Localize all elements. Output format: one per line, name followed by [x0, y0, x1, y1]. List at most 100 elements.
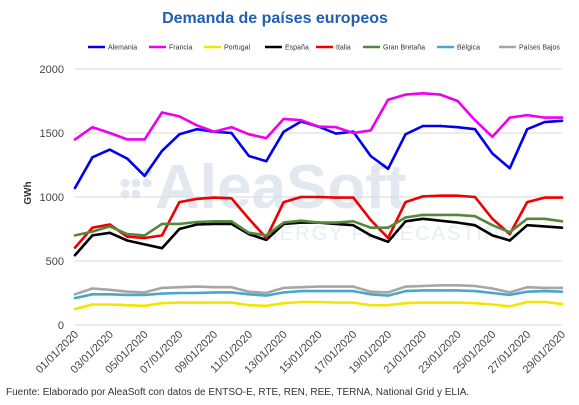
- data-point: [282, 130, 285, 133]
- data-point: [73, 138, 77, 141]
- data-point: [108, 223, 112, 226]
- data-point: [108, 293, 112, 296]
- legend-item: España: [265, 45, 309, 52]
- logo-dot: [131, 189, 141, 199]
- data-point: [334, 301, 338, 304]
- data-point: [456, 284, 459, 287]
- data-point: [299, 219, 303, 222]
- watermark-tagline: ENERGY FORECASTING: [248, 223, 518, 245]
- data-point: [439, 219, 442, 222]
- data-point: [160, 234, 164, 237]
- data-point: [473, 119, 477, 122]
- data-point: [265, 160, 268, 163]
- y-tick-label: 2000: [40, 64, 64, 76]
- data-point: [543, 120, 546, 124]
- data-point: [369, 218, 372, 222]
- data-point: [91, 287, 94, 290]
- data-point: [421, 92, 425, 95]
- data-point: [473, 215, 477, 218]
- data-point: [91, 293, 94, 296]
- legend-item: Gran Bretaña: [363, 45, 425, 52]
- data-point: [439, 124, 442, 128]
- data-point: [404, 220, 407, 223]
- data-point: [143, 138, 146, 141]
- data-point: [195, 124, 198, 127]
- data-point: [126, 239, 129, 242]
- legend-label: Países Bajos: [519, 45, 560, 52]
- data-point: [456, 99, 459, 103]
- data-point: [317, 300, 320, 304]
- data-point: [265, 234, 268, 237]
- data-point: [560, 226, 564, 229]
- legend-label: Alemania: [108, 45, 137, 52]
- y-axis: 0 500 1000 1500 2000: [40, 64, 64, 332]
- data-point: [334, 126, 338, 129]
- data-point: [386, 240, 390, 243]
- data-point: [73, 254, 77, 257]
- data-point: [404, 216, 407, 219]
- data-point: [508, 293, 511, 297]
- data-point: [386, 98, 390, 101]
- data-point: [526, 113, 529, 117]
- data-point: [126, 235, 129, 238]
- data-point: [334, 285, 338, 288]
- data-point: [265, 238, 268, 242]
- data-point: [526, 200, 529, 204]
- data-point: [230, 291, 233, 294]
- chart-title: Demanda de países europeos: [162, 10, 388, 27]
- data-point: [456, 126, 459, 129]
- data-point: [195, 285, 198, 288]
- data-point: [421, 217, 425, 220]
- y-tick-label: 0: [58, 320, 64, 332]
- data-point: [299, 300, 303, 304]
- series-francia: [73, 92, 564, 141]
- data-point: [195, 220, 198, 224]
- data-point: [91, 126, 94, 129]
- data-point: [126, 304, 129, 307]
- data-point: [126, 138, 129, 141]
- data-point: [108, 148, 112, 151]
- series-portugal: [73, 300, 564, 311]
- data-point: [526, 217, 529, 220]
- data-point: [247, 133, 251, 136]
- data-point: [473, 128, 477, 131]
- data-point: [73, 293, 77, 296]
- data-point: [230, 131, 233, 135]
- data-point: [369, 234, 372, 237]
- data-point: [212, 130, 216, 133]
- data-point: [160, 222, 164, 226]
- data-point: [473, 284, 477, 288]
- data-point: [91, 234, 94, 237]
- data-point: [386, 226, 390, 229]
- data-point: [491, 287, 494, 290]
- data-point: [143, 291, 146, 294]
- data-point: [334, 221, 338, 224]
- data-point: [160, 292, 164, 295]
- data-point: [160, 149, 164, 153]
- data-point: [526, 300, 529, 304]
- data-point: [212, 301, 216, 304]
- data-point: [439, 213, 442, 217]
- data-point: [265, 291, 268, 295]
- data-point: [317, 125, 320, 128]
- data-point: [386, 167, 390, 170]
- data-point: [334, 196, 338, 199]
- data-point: [560, 290, 564, 293]
- data-point: [160, 286, 164, 290]
- data-point: [282, 221, 285, 224]
- data-point: [73, 307, 77, 311]
- data-point: [543, 196, 546, 199]
- data-point: [73, 296, 77, 300]
- data-point: [473, 195, 477, 199]
- data-point: [386, 294, 390, 297]
- data-point: [439, 284, 442, 287]
- legend-label: Francia: [169, 45, 192, 52]
- data-point: [317, 285, 320, 288]
- data-point: [143, 174, 146, 178]
- data-point: [560, 286, 564, 290]
- data-point: [247, 154, 251, 158]
- data-point: [247, 231, 251, 234]
- data-point: [108, 288, 112, 291]
- data-point: [369, 290, 372, 293]
- legend-label: Italia: [336, 45, 351, 52]
